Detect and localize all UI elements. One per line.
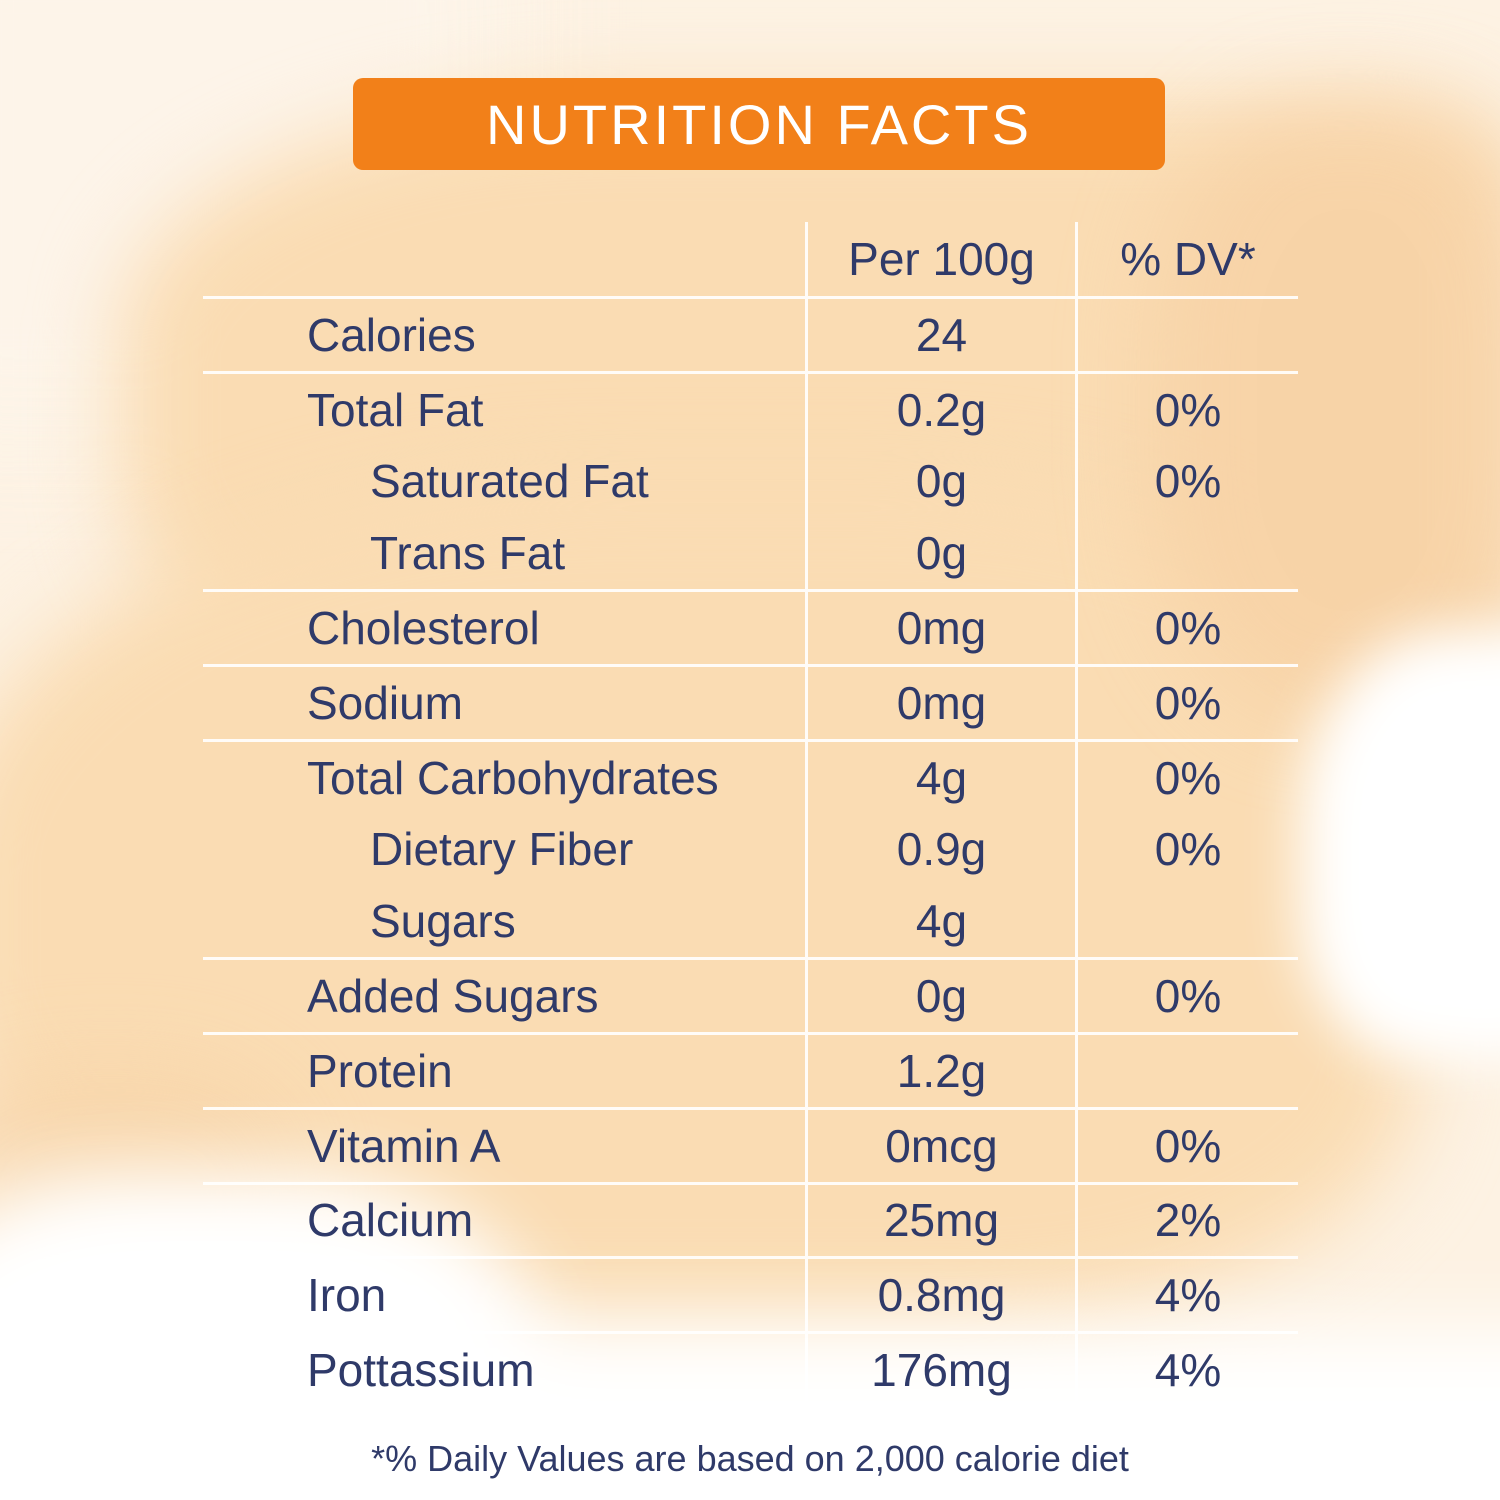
nutrient-label: Pottassium [307, 1344, 535, 1397]
table-row-vitamin-a: Vitamin A 0mcg 0% [203, 1109, 1298, 1185]
table-row-dietary-fiber: Dietary Fiber 0.9g 0% [203, 813, 1298, 886]
nutrient-dv: 0% [1154, 970, 1222, 1023]
table-header-row: Per 100g % DV* [203, 222, 1298, 299]
column-header-percent-dv: % DV* [1120, 233, 1256, 285]
nutrient-dv: 0% [1154, 823, 1222, 876]
nutrient-dv: 4% [1154, 1344, 1222, 1397]
table-row-added-sugars: Added Sugars 0g 0% [203, 960, 1298, 1035]
table-row-sugars: Sugars 4g [203, 885, 1298, 961]
table-row-trans-fat: Trans Fat 0g [203, 517, 1298, 593]
nutrient-dv: 0% [1154, 751, 1222, 804]
nutrient-dv: 0% [1154, 383, 1222, 436]
table-row-pottassium: Pottassium 176mg 4% [203, 1334, 1298, 1406]
nutrient-dv [1078, 299, 1298, 371]
watercolor-wash-white-right [1300, 630, 1500, 1060]
nutrient-label: Trans Fat [370, 527, 566, 580]
nutrition-facts-banner: NUTRITION FACTS [353, 78, 1165, 170]
table-row-total-fat: Total Fat 0.2g 0% [203, 373, 1298, 446]
nutrient-amount: 0g [805, 445, 1078, 518]
table-row-total-carbohydrates: Total Carbohydrates 4g 0% [203, 741, 1298, 814]
daily-values-footnote: *% Daily Values are based on 2,000 calor… [371, 1438, 1129, 1479]
nutrient-amount: 0.9g [805, 813, 1078, 886]
nutrient-label: Cholesterol [307, 602, 540, 655]
nutrient-dv [1078, 885, 1298, 957]
nutrient-amount: 25mg [805, 1184, 1078, 1257]
nutrient-label: Total Fat [307, 383, 484, 436]
nutrient-dv: 0% [1154, 602, 1222, 655]
nutrient-amount: 4g [805, 885, 1078, 958]
column-header-per-100g: Per 100g [805, 222, 1078, 296]
nutrition-table: Per 100g % DV* Calories 24 Total Fat 0.2… [203, 222, 1298, 1406]
nutrient-dv [1078, 1035, 1298, 1107]
table-row-iron: Iron 0.8mg 4% [203, 1259, 1298, 1335]
nutrient-label: Calories [307, 308, 476, 361]
nutrient-label: Total Carbohydrates [307, 751, 719, 804]
table-row-sodium: Sodium 0mg 0% [203, 666, 1298, 742]
nutrient-amount: 0g [805, 517, 1078, 590]
nutrient-amount: 176mg [805, 1334, 1078, 1406]
nutrient-amount: 0mg [805, 666, 1078, 739]
nutrient-label: Vitamin A [307, 1119, 501, 1172]
nutrient-amount: 1.2g [805, 1034, 1078, 1107]
nutrient-amount: 4g [805, 741, 1078, 814]
nutrient-label: Dietary Fiber [370, 823, 634, 876]
nutrient-dv: 0% [1154, 676, 1222, 729]
nutrient-dv: 0% [1154, 455, 1222, 508]
nutrient-label: Saturated Fat [370, 455, 649, 508]
table-row-protein: Protein 1.2g [203, 1034, 1298, 1110]
nutrient-amount: 0g [805, 960, 1078, 1032]
nutrient-label: Added Sugars [307, 970, 599, 1023]
table-row-calcium: Calcium 25mg 2% [203, 1184, 1298, 1260]
nutrient-dv: 0% [1154, 1119, 1222, 1172]
nutrient-label: Sodium [307, 676, 463, 729]
nutrient-label: Calcium [307, 1194, 474, 1247]
nutrient-amount: 0mcg [805, 1109, 1078, 1182]
nutrient-label: Iron [307, 1269, 387, 1322]
nutrient-amount: 0.2g [805, 373, 1078, 446]
nutrient-label: Protein [307, 1044, 453, 1097]
nutrient-label: Sugars [370, 895, 516, 948]
table-row-cholesterol: Cholesterol 0mg 0% [203, 592, 1298, 667]
nutrient-amount: 0mg [805, 592, 1078, 664]
nutrient-dv: 4% [1154, 1269, 1222, 1322]
table-row-calories: Calories 24 [203, 299, 1298, 374]
nutrient-amount: 24 [805, 299, 1078, 371]
nutrient-dv: 2% [1154, 1194, 1222, 1247]
nutrient-amount: 0.8mg [805, 1259, 1078, 1332]
column-header-blank [203, 222, 805, 296]
nutrient-dv [1078, 517, 1298, 589]
table-row-saturated-fat: Saturated Fat 0g 0% [203, 445, 1298, 518]
banner-title: NUTRITION FACTS [486, 92, 1032, 156]
